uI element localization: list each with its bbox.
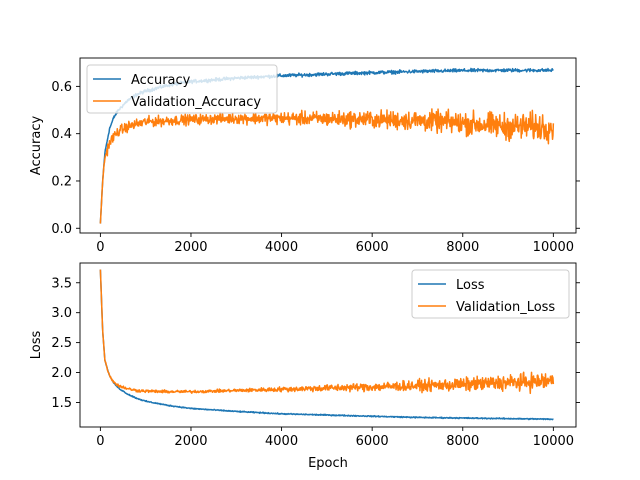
legend-entry-validation-accuracy: Validation_Accuracy (131, 95, 261, 110)
subplot-2: 0 2000 4000 6000 8000 10000 1.5 2.0 2.5 3.0 3.5 Los… (29, 262, 580, 471)
y-tick-label: 0.2 (51, 174, 72, 189)
y-axis-label: Loss (29, 331, 44, 360)
series-line-loss (99, 269, 554, 421)
legend-entry-validation-loss: Validation_Loss (456, 300, 555, 315)
legend: Loss Validation_Loss (411, 269, 570, 319)
series-line-validation-accuracy (99, 108, 555, 224)
y-tick-label: 0.0 (51, 222, 72, 237)
series-line-validation-loss (99, 269, 555, 395)
x-tick-label: 4000 (265, 240, 298, 255)
x-tick-label: 4000 (265, 434, 298, 449)
y-axis-label: Accuracy (29, 116, 44, 176)
legend-box (86, 64, 278, 114)
plot-frame (79, 57, 577, 234)
x-tick-label: 6000 (356, 434, 389, 449)
x-tick-label: 2000 (174, 434, 207, 449)
x-axis-label: Epoch (308, 456, 348, 471)
legend-entry-loss: Loss (456, 278, 485, 293)
x-tick-label: 0 (96, 434, 104, 449)
y-tick-label: 1.5 (51, 396, 72, 411)
x-tick-label: 10000 (533, 240, 574, 255)
y-tick-label: 3.0 (51, 306, 72, 321)
legend-box (411, 269, 570, 319)
legend-entry-accuracy: Accuracy (131, 73, 191, 88)
y-tick-label: 2.5 (51, 336, 72, 351)
y-tick-label: 2.0 (51, 366, 72, 381)
x-tick-label: 2000 (174, 240, 207, 255)
x-tick-label: 6000 (356, 240, 389, 255)
plot-frame (79, 262, 577, 428)
subplot-1: 0 2000 4000 6000 8000 10000 0.0 0.2 0.4 0.6 Accura… (29, 57, 580, 255)
x-tick-label: 0 (96, 240, 104, 255)
y-tick-label: 3.5 (51, 276, 72, 291)
x-tick-label: 8000 (446, 434, 479, 449)
legend: Accuracy Validation_Accuracy (86, 64, 278, 114)
y-tick-label: 0.6 (51, 80, 72, 95)
x-tick-label: 8000 (446, 240, 479, 255)
x-tick-label: 10000 (533, 434, 574, 449)
y-tick-label: 0.4 (51, 127, 72, 142)
